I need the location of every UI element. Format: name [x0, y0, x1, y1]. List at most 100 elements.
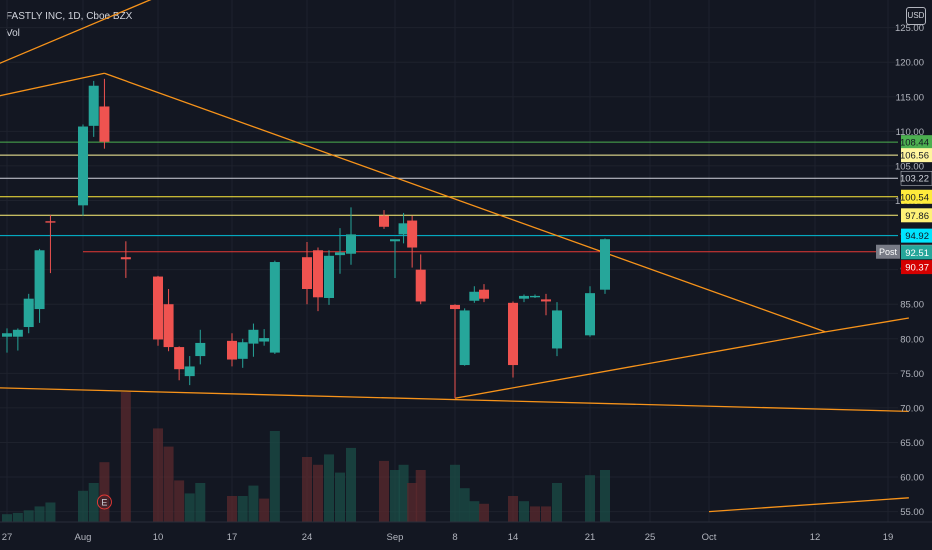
price-tag-label: 90.37	[905, 263, 929, 274]
candle-body	[88, 85, 99, 126]
candle-body	[346, 234, 356, 254]
time-tick-label: 10	[153, 532, 164, 543]
volume-bar	[479, 503, 489, 522]
horizontal-levels	[0, 141, 898, 253]
trend-line	[0, 0, 152, 64]
time-axis: 27 Aug 10 17 24 Sep 8 14 21 25 Oct 12 19	[0, 521, 932, 543]
price-tick-label: 110.00	[896, 127, 924, 138]
chart-title: FASTLY INC, 1D, Cboe BZX	[6, 11, 133, 22]
volume-bar	[313, 464, 323, 522]
candle-body	[23, 298, 34, 328]
price-tick-label: 60.00	[900, 473, 924, 484]
price-tick-label: 55.00	[900, 507, 924, 518]
volume-bar	[335, 472, 345, 522]
candle-body	[12, 329, 23, 337]
candle-body	[541, 299, 551, 302]
volume-bar	[324, 454, 334, 522]
volume-bar	[459, 488, 470, 522]
volume-bar	[227, 496, 237, 522]
candle-body	[2, 333, 12, 337]
trend-line	[0, 72, 105, 97]
time-tick-label: 12	[810, 532, 821, 543]
volume-bar	[195, 483, 206, 522]
volume-bar	[99, 462, 110, 522]
time-tick-label: Aug	[75, 532, 92, 543]
level-tag-label: 94.92	[905, 231, 929, 242]
candle-body	[184, 366, 195, 377]
candle-body	[415, 269, 426, 302]
volume-bar	[469, 501, 480, 522]
time-tick-label: 8	[452, 532, 457, 543]
candle-body	[120, 257, 131, 260]
price-tag-label: 92.51	[905, 248, 929, 259]
candle-body	[479, 289, 489, 299]
trend-line	[454, 331, 826, 399]
price-tick-label: 85.00	[900, 300, 924, 311]
time-tick-label: 24	[302, 532, 313, 543]
time-tick-label: 27	[2, 532, 13, 543]
price-tick-label: 105.00	[895, 161, 924, 172]
candle-body	[237, 342, 248, 359]
candle-body	[269, 262, 280, 353]
candle-body	[519, 295, 529, 299]
candle-body	[313, 250, 323, 298]
volume-bar	[88, 483, 99, 522]
level-tag-label: 103.22	[900, 174, 929, 185]
volume-bar	[269, 431, 280, 522]
volume-bar	[120, 392, 131, 522]
time-tick-label: 19	[883, 532, 894, 543]
volume-bar	[2, 514, 12, 522]
price-tick-label: 120.00	[895, 58, 924, 69]
price-tag	[901, 260, 932, 275]
level-tag	[901, 228, 932, 243]
volume-bar	[184, 493, 195, 522]
level-tag	[901, 135, 932, 150]
volume-bar	[346, 447, 356, 522]
volume-bar	[153, 428, 163, 522]
candle-body	[45, 221, 56, 223]
candle-body	[163, 304, 174, 348]
time-tick-label: Sep	[387, 532, 404, 543]
candle-body	[459, 310, 470, 366]
time-tick-label: 21	[585, 532, 596, 543]
price-tick-label: 125.00	[895, 23, 924, 34]
candle-body	[600, 239, 610, 290]
volume-bar	[552, 483, 562, 522]
price-axis: 55.0060.0065.0070.0075.0080.0085.0090.00…	[876, 23, 932, 518]
candle-body	[259, 338, 270, 342]
level-tag	[901, 189, 932, 204]
candle-body	[508, 302, 518, 366]
currency-button[interactable]: USD	[906, 7, 926, 25]
earnings-marker	[96, 494, 112, 510]
candle-body	[34, 250, 45, 310]
volume-bar	[600, 470, 610, 522]
level-tag-label: 97.86	[905, 211, 929, 222]
time-tick-label: 25	[645, 532, 656, 543]
candle-body	[407, 220, 418, 248]
volume-bar	[379, 460, 389, 522]
volume-bar	[45, 502, 56, 522]
candle-body	[585, 293, 595, 336]
candle-body	[174, 347, 185, 370]
candle-body	[335, 252, 345, 256]
candle-body	[450, 304, 460, 310]
post-market-tag-label: Post	[879, 247, 898, 257]
level-tag-label: 100.54	[900, 192, 929, 203]
candle-body	[530, 295, 540, 298]
price-tick-label: 80.00	[900, 334, 924, 345]
volume-indicator-label[interactable]: Vol	[6, 28, 20, 39]
volume-bar	[163, 446, 174, 522]
time-tick-label: 14	[508, 532, 519, 543]
volume-bar	[519, 501, 529, 522]
markers: E	[96, 494, 112, 510]
time-tick-label: Oct	[702, 532, 717, 543]
volume-bar	[237, 496, 248, 522]
trend-line	[104, 72, 826, 333]
volume-bar	[259, 498, 270, 522]
volume-bar	[508, 496, 518, 522]
candle-body	[469, 291, 480, 301]
level-tag	[900, 170, 932, 186]
volume-bar	[585, 475, 595, 522]
candle-body	[324, 255, 334, 298]
